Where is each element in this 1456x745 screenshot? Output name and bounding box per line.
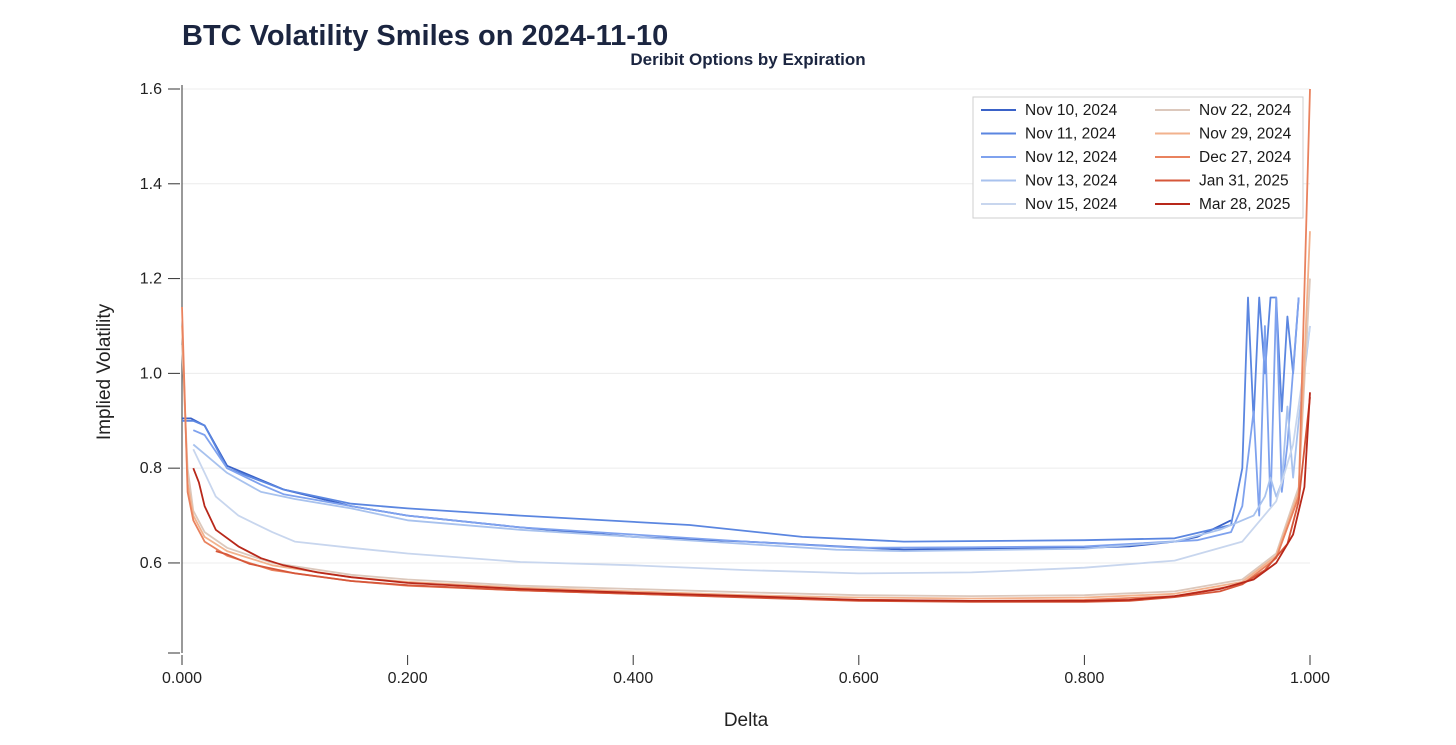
y-tick-label: 1.0 (140, 365, 162, 382)
legend-label: Nov 29, 2024 (1199, 126, 1292, 143)
series-line-10 (192, 392, 1311, 602)
legend-label: Nov 11, 2024 (1025, 126, 1116, 143)
series-line-9 (215, 397, 1311, 603)
x-tick-label: 0.600 (839, 670, 879, 687)
legend-label: Dec 27, 2024 (1199, 149, 1292, 166)
legend-label: Nov 12, 2024 (1025, 149, 1118, 166)
legend-label: Nov 22, 2024 (1199, 102, 1292, 119)
y-tick-label: 1.6 (140, 81, 162, 98)
series-lines (181, 88, 1311, 603)
series-line-1 (182, 417, 1232, 551)
x-tick-label: 0.000 (162, 670, 202, 687)
legend-box (972, 96, 1304, 219)
legend-label: Jan 31, 2025 (1199, 173, 1289, 190)
y-tick-label: 1.2 (140, 271, 162, 288)
x-axis-title: Delta (724, 710, 769, 731)
chart-subtitle: Deribit Options by Expiration (630, 50, 866, 69)
gridlines (182, 88, 1310, 564)
legend-label: Mar 28, 2025 (1199, 196, 1290, 213)
x-tick-label: 1.000 (1290, 670, 1330, 687)
y-tick-label: 1.4 (140, 176, 162, 193)
x-tick-label: 0.200 (388, 670, 428, 687)
series-line-5 (192, 325, 1311, 575)
y-tick-label: 0.6 (140, 555, 162, 572)
x-tick-label: 0.400 (613, 670, 653, 687)
series-line-4 (192, 325, 1311, 552)
series-line-3 (192, 296, 1300, 549)
legend-label: Nov 15, 2024 (1025, 196, 1118, 213)
legend-label: Nov 13, 2024 (1025, 173, 1118, 190)
y-tick-label: 0.8 (140, 460, 162, 477)
legend: Nov 10, 2024 Nov 11, 2024 Nov 12, 2024 Nov … (972, 96, 1304, 219)
axes: 0.6 0.8 1.0 1.2 1.4 1.6 0.000 0.200 0.400 0.600 0.… (140, 81, 1330, 687)
x-tick-label: 0.800 (1064, 670, 1104, 687)
chart-title: BTC Volatility Smiles on 2024-11-10 (182, 20, 669, 52)
legend-label: Nov 10, 2024 (1025, 102, 1118, 119)
series-line-6 (181, 278, 1311, 597)
y-axis-title: Implied Volatility (94, 303, 115, 440)
